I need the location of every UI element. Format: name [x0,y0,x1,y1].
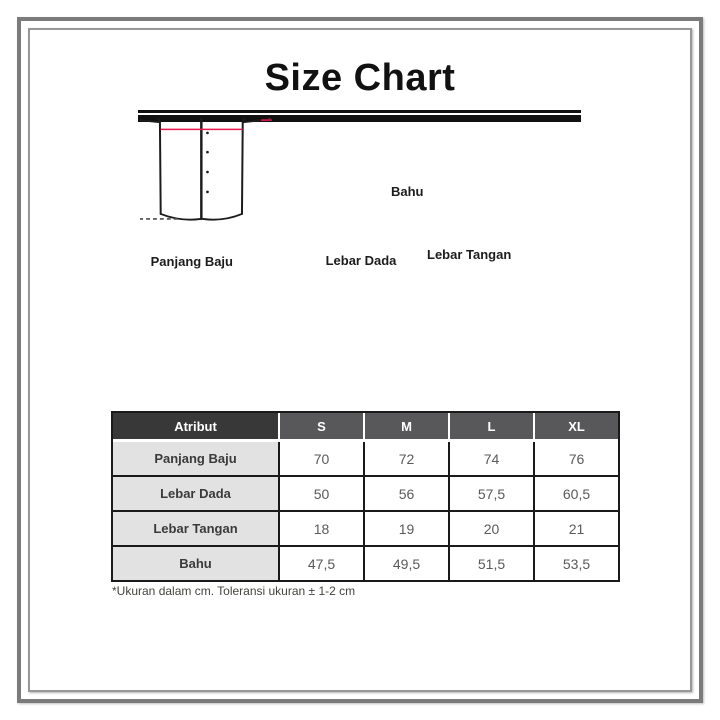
column-header-s: S [280,413,365,442]
label-panjang-baju: Panjang Baju [150,254,233,269]
cell-value: 51,5 [450,547,535,580]
cell-value: 74 [450,442,535,477]
shirt-outline [140,118,272,221]
left-underarm-seam [156,118,161,123]
right-underarm-seam [241,118,246,123]
measurement-lines [160,118,272,131]
column-header-xl: XL [535,413,618,442]
right-sleeve [241,118,272,124]
right-body-side [240,121,244,215]
table-row-panjang-baju: Panjang Baju 70 72 74 76 [113,442,618,477]
button-dots [206,131,209,194]
table-header-row: Atribut S M L XL [113,413,618,442]
cell-value: 50 [280,477,365,512]
divider-thick-line [138,115,581,122]
row-label: Panjang Baju [113,442,280,477]
cell-value: 49,5 [365,547,450,580]
cell-value: 57,5 [450,477,535,512]
button-dot [206,190,209,194]
left-body-side [158,121,162,215]
table-row-lebar-tangan: Lebar Tangan 18 19 20 21 [113,512,618,547]
cell-value: 53,5 [535,547,618,580]
cell-value: 18 [280,512,365,547]
label-lebar-tangan: Lebar Tangan [427,247,512,262]
cell-value: 76 [535,442,618,477]
label-lebar-dada: Lebar Dada [325,253,397,268]
button-dot [206,131,209,135]
table-row-bahu: Bahu 47,5 49,5 51,5 53,5 [113,547,618,580]
divider-thin-line [138,110,581,113]
label-bahu: Bahu [391,184,424,199]
button-dot [206,150,209,154]
cell-value: 72 [365,442,450,477]
cell-value: 47,5 [280,547,365,580]
cell-value: 21 [535,512,618,547]
column-header-atribut: Atribut [113,413,280,442]
shirt-measurement-diagram [140,118,272,221]
button-dot [206,170,209,174]
footnote: *Ukuran dalam cm. Toleransi ukuran ± 1-2… [112,584,356,598]
title-divider [138,110,581,122]
cell-value: 20 [450,512,535,547]
cell-value: 19 [365,512,450,547]
page-title: Size Chart [264,57,456,99]
table-row-lebar-dada: Lebar Dada 50 56 57,5 60,5 [113,477,618,512]
hem-left [159,213,202,221]
row-label: Bahu [113,547,280,580]
left-sleeve [140,119,161,124]
column-header-m: M [365,413,450,442]
size-table: Atribut S M L XL Panjang Baju 70 72 74 7… [111,411,620,582]
row-label: Lebar Tangan [113,512,280,547]
cell-value: 70 [280,442,365,477]
divider-gap [138,113,581,115]
cell-value: 56 [365,477,450,512]
column-header-l: L [450,413,535,442]
cell-value: 60,5 [535,477,618,512]
measure-line-lebar-tangan [268,118,271,119]
extension-dashed-lines [140,218,181,220]
hem-right [201,213,243,221]
row-label: Lebar Dada [113,477,280,512]
